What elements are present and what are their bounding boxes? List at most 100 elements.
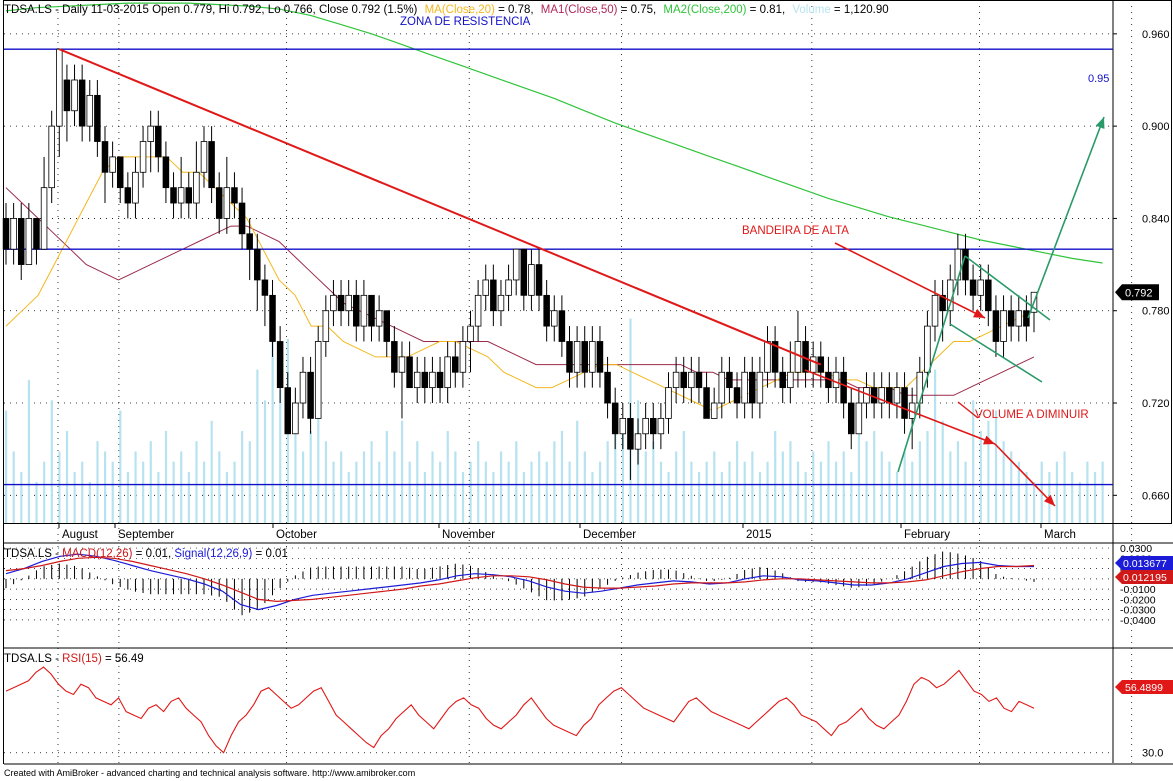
volume-bar bbox=[103, 451, 107, 523]
candle-body bbox=[254, 248, 261, 281]
volume-bar bbox=[324, 441, 328, 523]
breakout-arrow bbox=[1027, 116, 1105, 319]
bandeira-arrow bbox=[834, 242, 986, 319]
flag-pole bbox=[897, 255, 966, 473]
volume-bar bbox=[416, 441, 419, 523]
candle-body bbox=[650, 417, 657, 435]
volume-bar bbox=[172, 461, 175, 523]
candle-body bbox=[383, 310, 390, 342]
candle-body bbox=[299, 371, 307, 404]
volume-bar bbox=[994, 410, 998, 523]
candle-body bbox=[611, 402, 619, 435]
candle-body bbox=[741, 371, 748, 404]
volume-bar bbox=[743, 461, 746, 523]
volume-bar bbox=[1010, 451, 1013, 523]
volume-bar bbox=[705, 461, 708, 523]
candle-body bbox=[672, 371, 680, 389]
candle-body bbox=[109, 156, 116, 173]
candle-body bbox=[619, 417, 627, 435]
candle-body bbox=[17, 218, 25, 265]
zone-label: ZONA DE RESISTENCIA bbox=[400, 16, 531, 28]
candle-body bbox=[261, 279, 269, 296]
candle-body bbox=[33, 218, 40, 250]
rsi-title: TDSA.LS - RSI(15) = 56.49 bbox=[4, 653, 144, 665]
flag-upper bbox=[964, 255, 1051, 321]
volume-bar bbox=[96, 441, 99, 523]
volume-bar bbox=[1025, 471, 1028, 523]
candle-body bbox=[200, 141, 208, 173]
ma200-line bbox=[5, 2, 1103, 264]
candle-body bbox=[353, 294, 360, 327]
volume-bar bbox=[492, 471, 495, 523]
volume-bar bbox=[857, 410, 861, 523]
trend-extension-arrow bbox=[804, 369, 996, 445]
x-axis-label: October bbox=[276, 529, 317, 541]
candle-body bbox=[985, 279, 992, 312]
x-axis-label: March bbox=[1044, 529, 1076, 541]
volume-bar bbox=[431, 451, 434, 523]
candle-body bbox=[170, 187, 177, 204]
x-axis-label: 2015 bbox=[746, 529, 772, 541]
candle-body bbox=[25, 218, 33, 265]
volume-bar bbox=[583, 451, 586, 523]
volume-bar bbox=[949, 451, 952, 523]
candle-body bbox=[748, 371, 756, 404]
volume-bar bbox=[789, 441, 792, 523]
macd-tick-label: 0.0300 bbox=[1120, 543, 1152, 555]
candle-body bbox=[878, 387, 885, 404]
volume-bar bbox=[12, 451, 15, 523]
volume-bar bbox=[621, 431, 624, 523]
candle-body bbox=[215, 187, 223, 219]
candle-body bbox=[337, 294, 345, 312]
volume-bar bbox=[408, 461, 411, 523]
candle-body bbox=[429, 371, 436, 389]
candle-body bbox=[634, 433, 642, 450]
candle-body bbox=[444, 356, 451, 389]
volume-bar bbox=[827, 441, 830, 523]
price-axis: 0.960 0.900 0.840 0.780 0.720 0.660 0.792 bbox=[1113, 29, 1170, 502]
signal-line bbox=[5, 556, 1035, 603]
candle-body bbox=[657, 417, 665, 435]
candle-body bbox=[231, 187, 238, 204]
last-price-tag bbox=[1115, 284, 1159, 301]
volume-bar bbox=[720, 471, 723, 523]
candle-body bbox=[482, 279, 489, 296]
candle-body bbox=[490, 279, 497, 312]
volume-bar bbox=[598, 461, 602, 523]
header-prefix: TDSA.LS - Daily 11-03-2015 Open 0.779, H… bbox=[4, 4, 418, 16]
candle-body bbox=[1000, 310, 1007, 342]
trend-extension-arrow-head bbox=[983, 435, 995, 445]
volume-bar bbox=[256, 369, 259, 523]
rsi-value-label: 56.4899 bbox=[1125, 682, 1163, 694]
candle-body bbox=[368, 294, 375, 327]
candle-body bbox=[665, 387, 672, 419]
volume-bar bbox=[187, 471, 190, 523]
volume-bar bbox=[362, 451, 366, 523]
candle-body bbox=[474, 294, 482, 327]
volume-bar bbox=[5, 410, 8, 523]
price-panel-frame bbox=[3, 0, 1172, 524]
volume-bar bbox=[157, 471, 160, 523]
volume-bar bbox=[454, 451, 457, 523]
footer-credit: Created with AmiBroker - advanced charti… bbox=[4, 768, 416, 778]
candle-body bbox=[124, 187, 132, 204]
volume-bar bbox=[317, 410, 320, 523]
candle-body bbox=[185, 187, 193, 204]
volume-bar bbox=[690, 461, 693, 523]
candle-body bbox=[931, 294, 939, 327]
volume-bar bbox=[926, 431, 929, 523]
candle-body bbox=[726, 371, 733, 389]
rsi-line bbox=[5, 666, 1035, 754]
volume-bar bbox=[195, 441, 198, 523]
header-ma50-value: = 0.75, bbox=[618, 4, 657, 16]
candle-body bbox=[132, 171, 139, 204]
volume-bar bbox=[263, 400, 267, 523]
volume-bar bbox=[880, 451, 883, 523]
candle-body bbox=[421, 371, 429, 389]
volume-bar bbox=[842, 451, 845, 523]
volume-bar bbox=[27, 379, 31, 523]
volume-bar bbox=[378, 461, 381, 523]
flag-lower bbox=[949, 323, 1043, 383]
header-volume-label: Volume bbox=[792, 4, 830, 16]
volume-bar bbox=[180, 451, 183, 523]
